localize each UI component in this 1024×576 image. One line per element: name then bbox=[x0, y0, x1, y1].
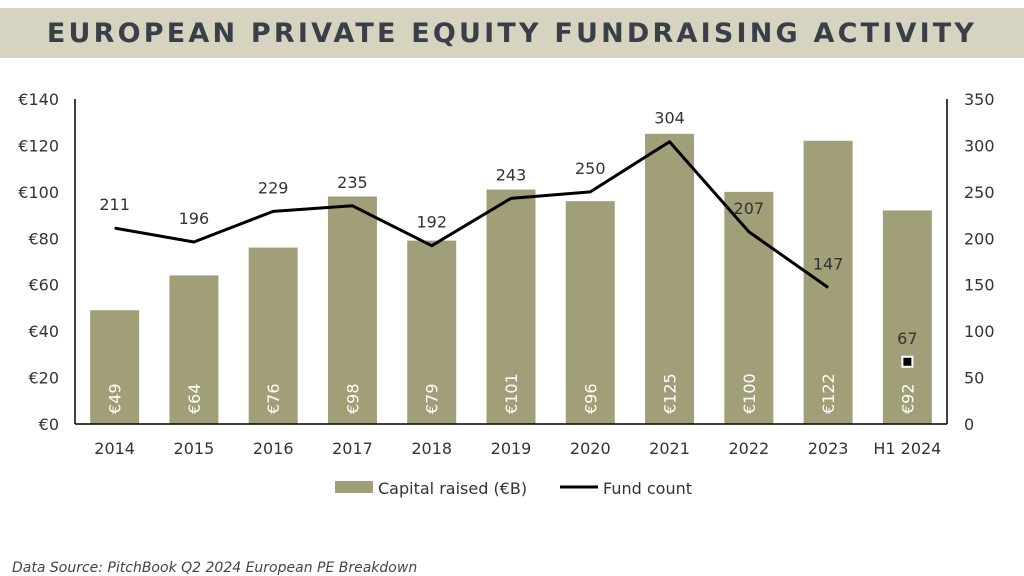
left-tick-label: €0 bbox=[39, 415, 59, 434]
left-tick-label: €40 bbox=[28, 322, 59, 341]
right-tick-label: 300 bbox=[964, 136, 995, 155]
x-tick-label: H1 2024 bbox=[873, 439, 941, 458]
bar-value-label: €92 bbox=[898, 383, 917, 414]
line-value-label: 235 bbox=[337, 173, 368, 192]
line-value-label: 229 bbox=[258, 178, 289, 197]
x-tick-label: 2016 bbox=[253, 439, 294, 458]
bar bbox=[486, 189, 536, 424]
bar-value-label: €96 bbox=[581, 383, 600, 414]
left-tick-label: €20 bbox=[28, 369, 59, 388]
data-source-note: Data Source: PitchBook Q2 2024 European … bbox=[12, 560, 418, 576]
chart-title: EUROPEAN PRIVATE EQUITY FUNDRAISING ACTI… bbox=[46, 17, 978, 49]
line-value-label: 250 bbox=[575, 159, 606, 178]
bar bbox=[565, 201, 615, 424]
legend-bar-swatch bbox=[335, 481, 373, 493]
line-value-label: 243 bbox=[496, 165, 527, 184]
x-tick-label: 2018 bbox=[411, 439, 452, 458]
left-tick-label: €140 bbox=[18, 90, 59, 109]
right-tick-label: 100 bbox=[964, 322, 995, 341]
left-tick-label: €80 bbox=[28, 229, 59, 248]
chart: €0 €20 €40 €60 €80 €100 €120 €140 0 50 100 150 200 2… bbox=[18, 90, 995, 498]
x-tick-label: 2023 bbox=[808, 439, 849, 458]
x-tick-label: 2020 bbox=[570, 439, 611, 458]
left-axis: €0 €20 €40 €60 €80 €100 €120 €140 bbox=[18, 90, 76, 434]
bar-value-label: €98 bbox=[343, 383, 362, 414]
fund-count-line bbox=[114, 140, 829, 289]
line-value-label: 196 bbox=[179, 209, 210, 228]
bar-value-label: €100 bbox=[740, 373, 759, 414]
x-tick-label: 2019 bbox=[491, 439, 532, 458]
right-tick-label: 200 bbox=[964, 229, 995, 248]
x-tick-label: 2022 bbox=[728, 439, 769, 458]
legend: Capital raised (€B) Fund count bbox=[335, 479, 692, 498]
right-tick-label: 350 bbox=[964, 90, 995, 109]
bar bbox=[327, 196, 377, 424]
line-series: 211 196 229 235 192 243 250 304 207 147 67 bbox=[99, 109, 918, 368]
x-tick-label: 2021 bbox=[649, 439, 690, 458]
bar-value-label: €122 bbox=[819, 373, 838, 414]
left-tick-label: €120 bbox=[18, 136, 59, 155]
bar-value-label: €125 bbox=[661, 373, 680, 414]
right-axis: 0 50 100 150 200 250 300 350 bbox=[946, 90, 995, 434]
line-value-label: 67 bbox=[897, 329, 917, 348]
legend-line-label: Fund count bbox=[603, 479, 692, 498]
fund-count-marker bbox=[901, 355, 914, 368]
bar-value-label: €76 bbox=[264, 383, 283, 414]
right-tick-label: 150 bbox=[964, 276, 995, 295]
bar bbox=[803, 140, 853, 424]
bar bbox=[169, 275, 219, 424]
x-tick-label: 2015 bbox=[174, 439, 215, 458]
right-tick-label: 0 bbox=[964, 415, 974, 434]
line-value-label: 304 bbox=[654, 109, 685, 128]
bar-value-label: €64 bbox=[185, 383, 204, 414]
bar-value-label: €79 bbox=[423, 383, 442, 414]
bar-value-label: €101 bbox=[502, 373, 521, 414]
bar-series: €49 €64 €76 €98 €79 €101 €96 €125 €100 €122 €92 bbox=[90, 133, 932, 425]
x-axis: 2014 2015 2016 2017 2018 2019 2020 2021 2022 2023… bbox=[75, 423, 947, 458]
bar bbox=[645, 133, 695, 425]
x-tick-label: 2017 bbox=[332, 439, 373, 458]
left-tick-label: €60 bbox=[28, 276, 59, 295]
bar bbox=[248, 247, 298, 424]
line-value-label: 147 bbox=[813, 255, 844, 274]
title-banner: EUROPEAN PRIVATE EQUITY FUNDRAISING ACTI… bbox=[0, 8, 1024, 58]
line-value-label: 192 bbox=[416, 213, 447, 232]
x-tick-label: 2014 bbox=[94, 439, 135, 458]
bar bbox=[90, 310, 140, 424]
bar bbox=[882, 210, 932, 424]
bar-value-label: €49 bbox=[106, 383, 125, 414]
line-value-label: 207 bbox=[734, 199, 765, 218]
bar bbox=[407, 240, 457, 424]
right-tick-label: 250 bbox=[964, 183, 995, 202]
right-tick-label: 50 bbox=[964, 369, 984, 388]
left-tick-label: €100 bbox=[18, 183, 59, 202]
line-value-label: 211 bbox=[99, 195, 130, 214]
legend-bar-label: Capital raised (€B) bbox=[378, 479, 527, 498]
